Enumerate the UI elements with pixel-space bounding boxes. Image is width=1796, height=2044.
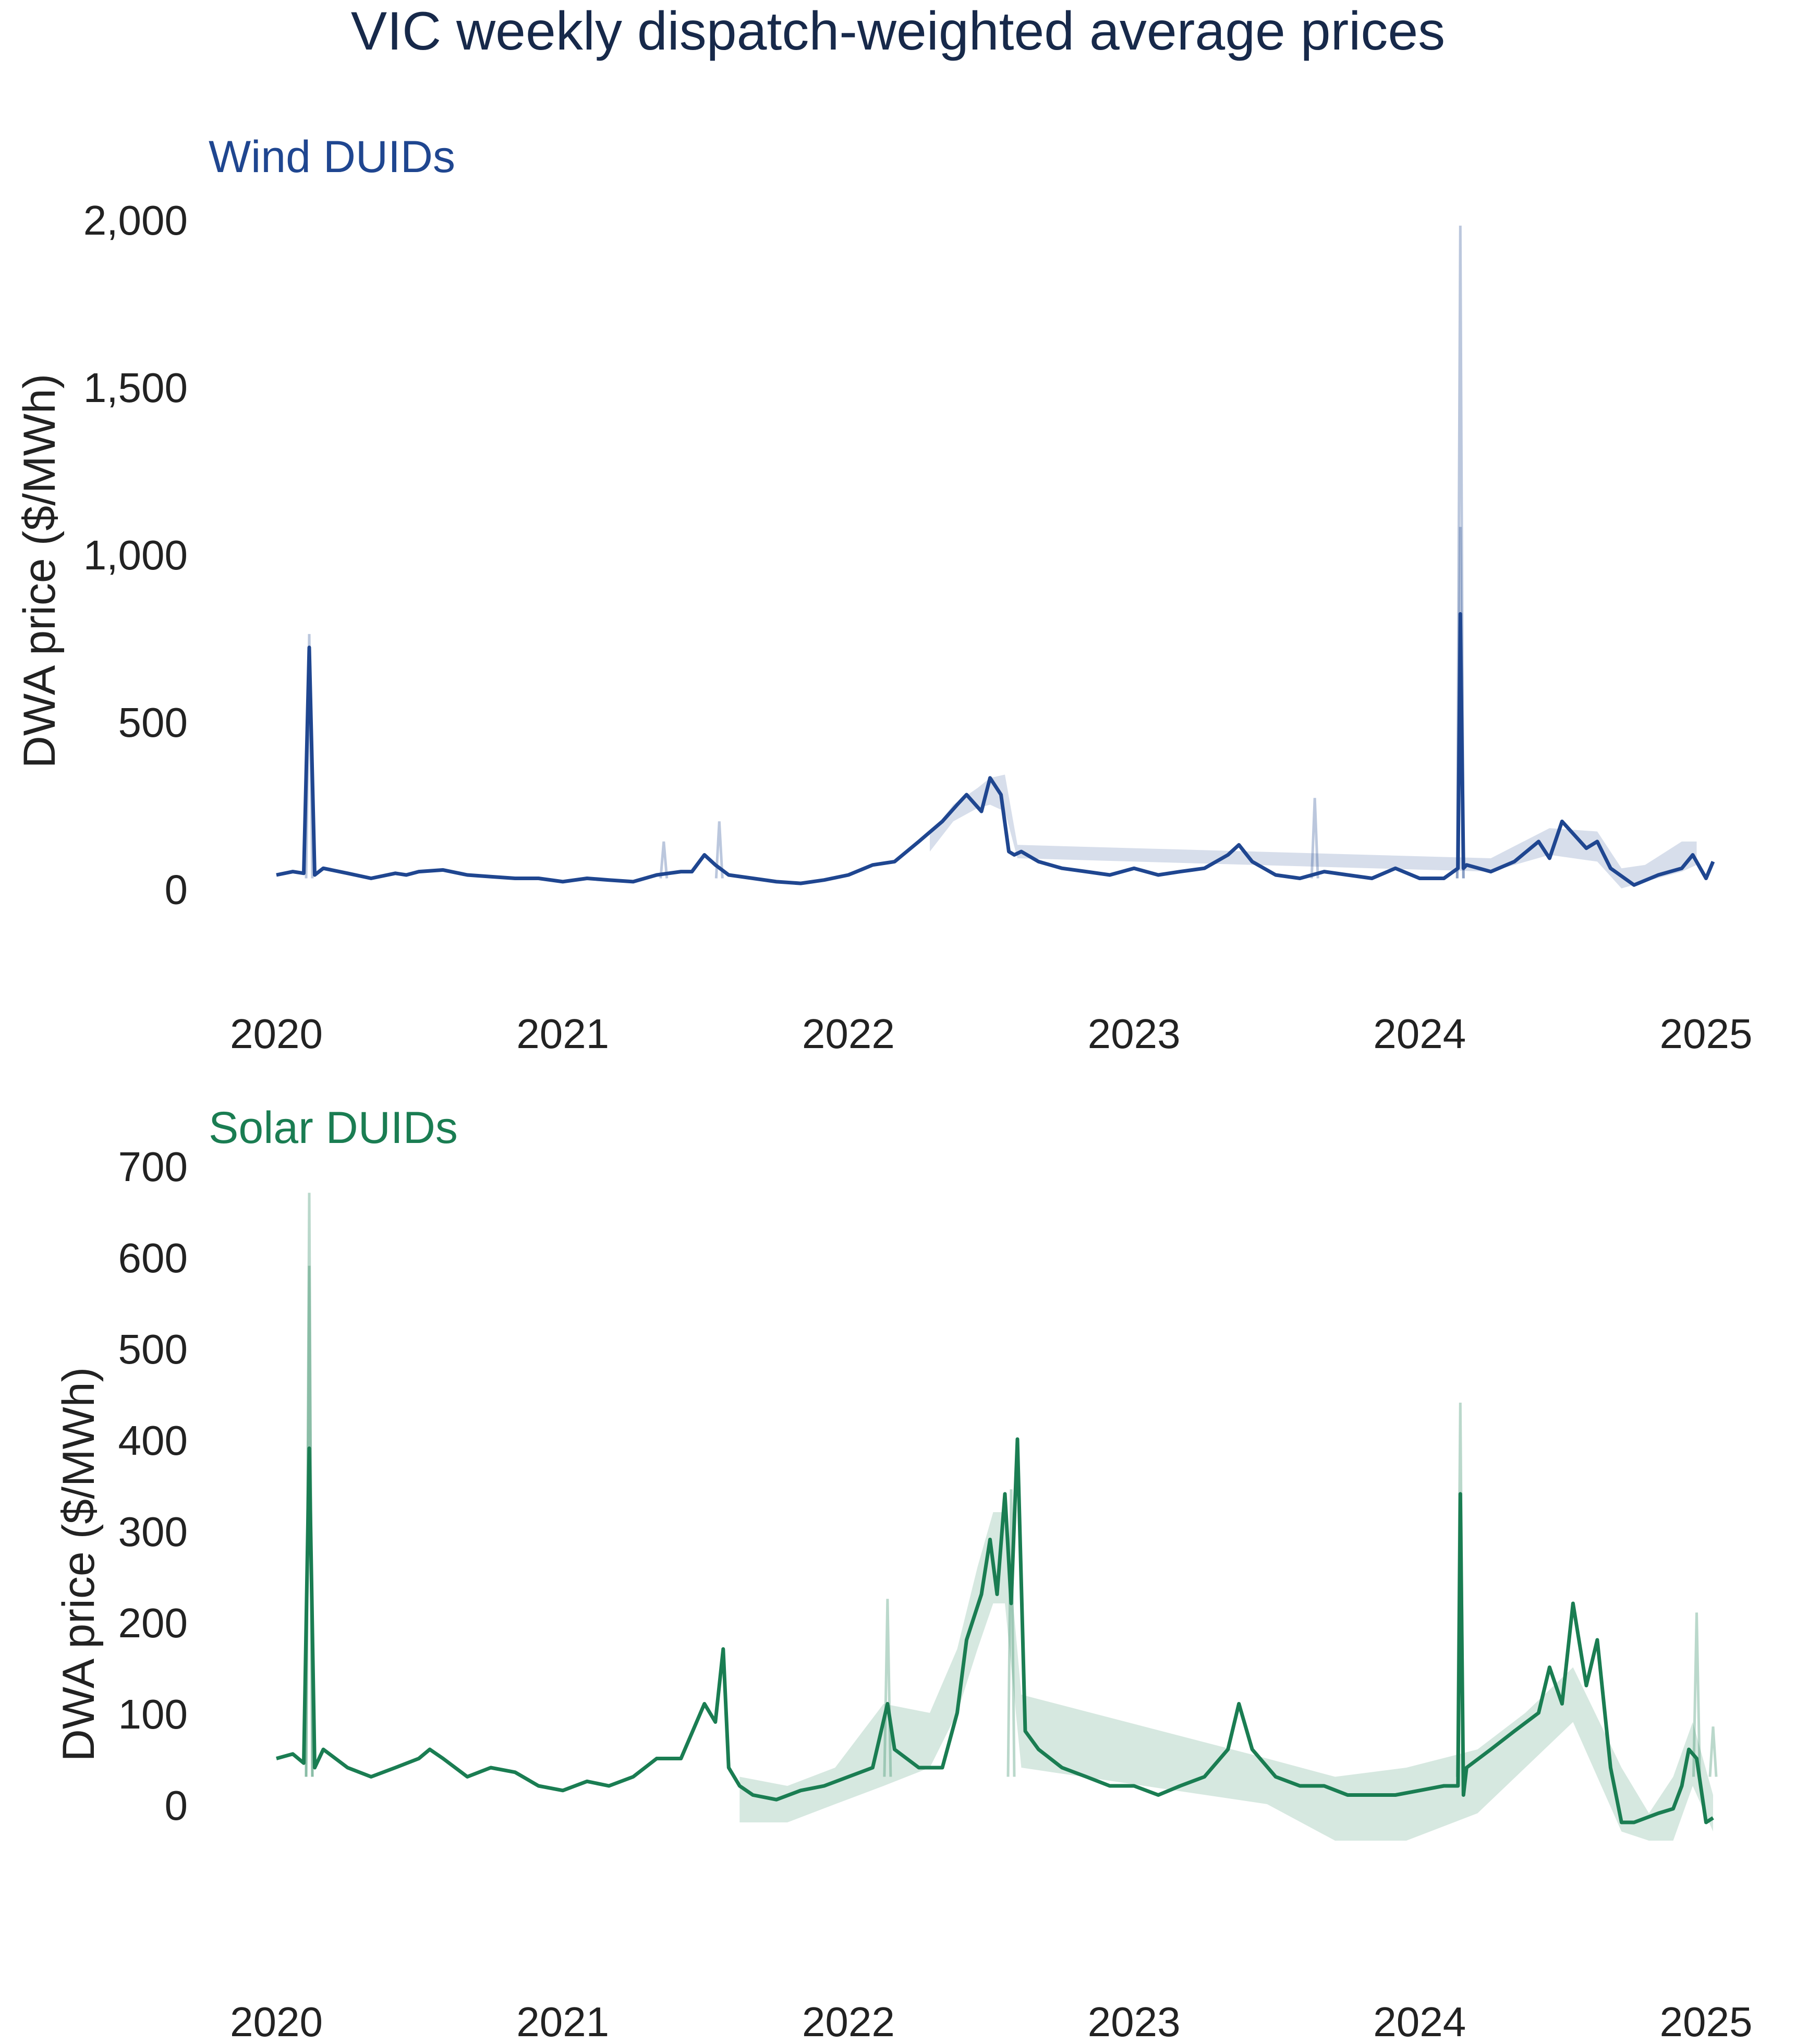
chart-title: VIC weekly dispatch-weighted average pri… [351, 1, 1445, 62]
solar-y-axis-label: DWA price ($/MWh) [54, 1367, 104, 1762]
solar-highlight-line [276, 1437, 1714, 1824]
solar-faint-spike [1006, 1489, 1016, 1777]
wind-faint-spike [714, 821, 724, 879]
solar-x-tick-label: 2025 [1660, 1999, 1753, 2044]
wind-y-tick-label: 1,000 [83, 532, 188, 578]
wind-series-lines [276, 225, 1715, 889]
wind-x-tick-label: 2025 [1660, 1011, 1753, 1057]
wind-x-tick-label: 2022 [802, 1011, 895, 1057]
solar-faint-spike [1708, 1726, 1718, 1777]
solar-x-tick-label: 2020 [230, 1999, 323, 2044]
solar-y-tick-label: 500 [118, 1326, 188, 1372]
wind-faint-spike [659, 841, 669, 879]
solar-x-tick-label: 2021 [516, 1999, 609, 2044]
solar-series-lines [276, 1193, 1718, 1841]
wind-subtitle: Wind DUIDs [209, 132, 455, 182]
wind-panel: Wind DUIDs DWA price ($/MWh) 0 500 1,000 1,… [15, 132, 1752, 1057]
wind-y-tick-label: 2,000 [83, 197, 188, 244]
wind-faint-spike [1310, 798, 1319, 879]
wind-x-tick-label: 2023 [1088, 1011, 1181, 1057]
solar-y-tick-label: 600 [118, 1235, 188, 1281]
solar-subtitle: Solar DUIDs [209, 1103, 458, 1153]
wind-y-tick-label: 0 [165, 867, 188, 913]
solar-x-ticks: 2020 2021 2022 2023 2024 2025 [230, 1999, 1752, 2044]
solar-panel: Solar DUIDs DWA price ($/MWh) 0 100 200 300… [54, 1103, 1752, 2044]
solar-y-tick-label: 400 [118, 1417, 188, 1464]
wind-x-ticks: 2020 2021 2022 2023 2024 2025 [230, 1011, 1752, 1057]
solar-y-tick-label: 100 [118, 1691, 188, 1737]
wind-x-tick-label: 2024 [1373, 1011, 1466, 1057]
solar-y-tick-label: 200 [118, 1600, 188, 1646]
wind-highlight-line [276, 612, 1715, 887]
solar-x-tick-label: 2023 [1088, 1999, 1181, 2044]
solar-x-tick-label: 2024 [1373, 1999, 1466, 2044]
solar-y-tick-label: 300 [118, 1508, 188, 1555]
wind-series-band [930, 774, 1697, 889]
wind-x-tick-label: 2020 [230, 1011, 323, 1057]
solar-x-tick-label: 2022 [802, 1999, 895, 2044]
wind-y-axis-label: DWA price ($/MWh) [15, 374, 65, 769]
solar-y-ticks: 0 100 200 300 400 500 600 700 [118, 1143, 188, 1829]
solar-faint-spike [1692, 1612, 1701, 1777]
wind-y-tick-label: 1,500 [83, 364, 188, 411]
solar-y-tick-label: 0 [165, 1782, 188, 1829]
solar-y-tick-label: 700 [118, 1143, 188, 1190]
wind-y-ticks: 0 500 1,000 1,500 2,000 [83, 197, 188, 913]
wind-x-tick-label: 2021 [516, 1011, 609, 1057]
wind-y-tick-label: 500 [118, 699, 188, 746]
